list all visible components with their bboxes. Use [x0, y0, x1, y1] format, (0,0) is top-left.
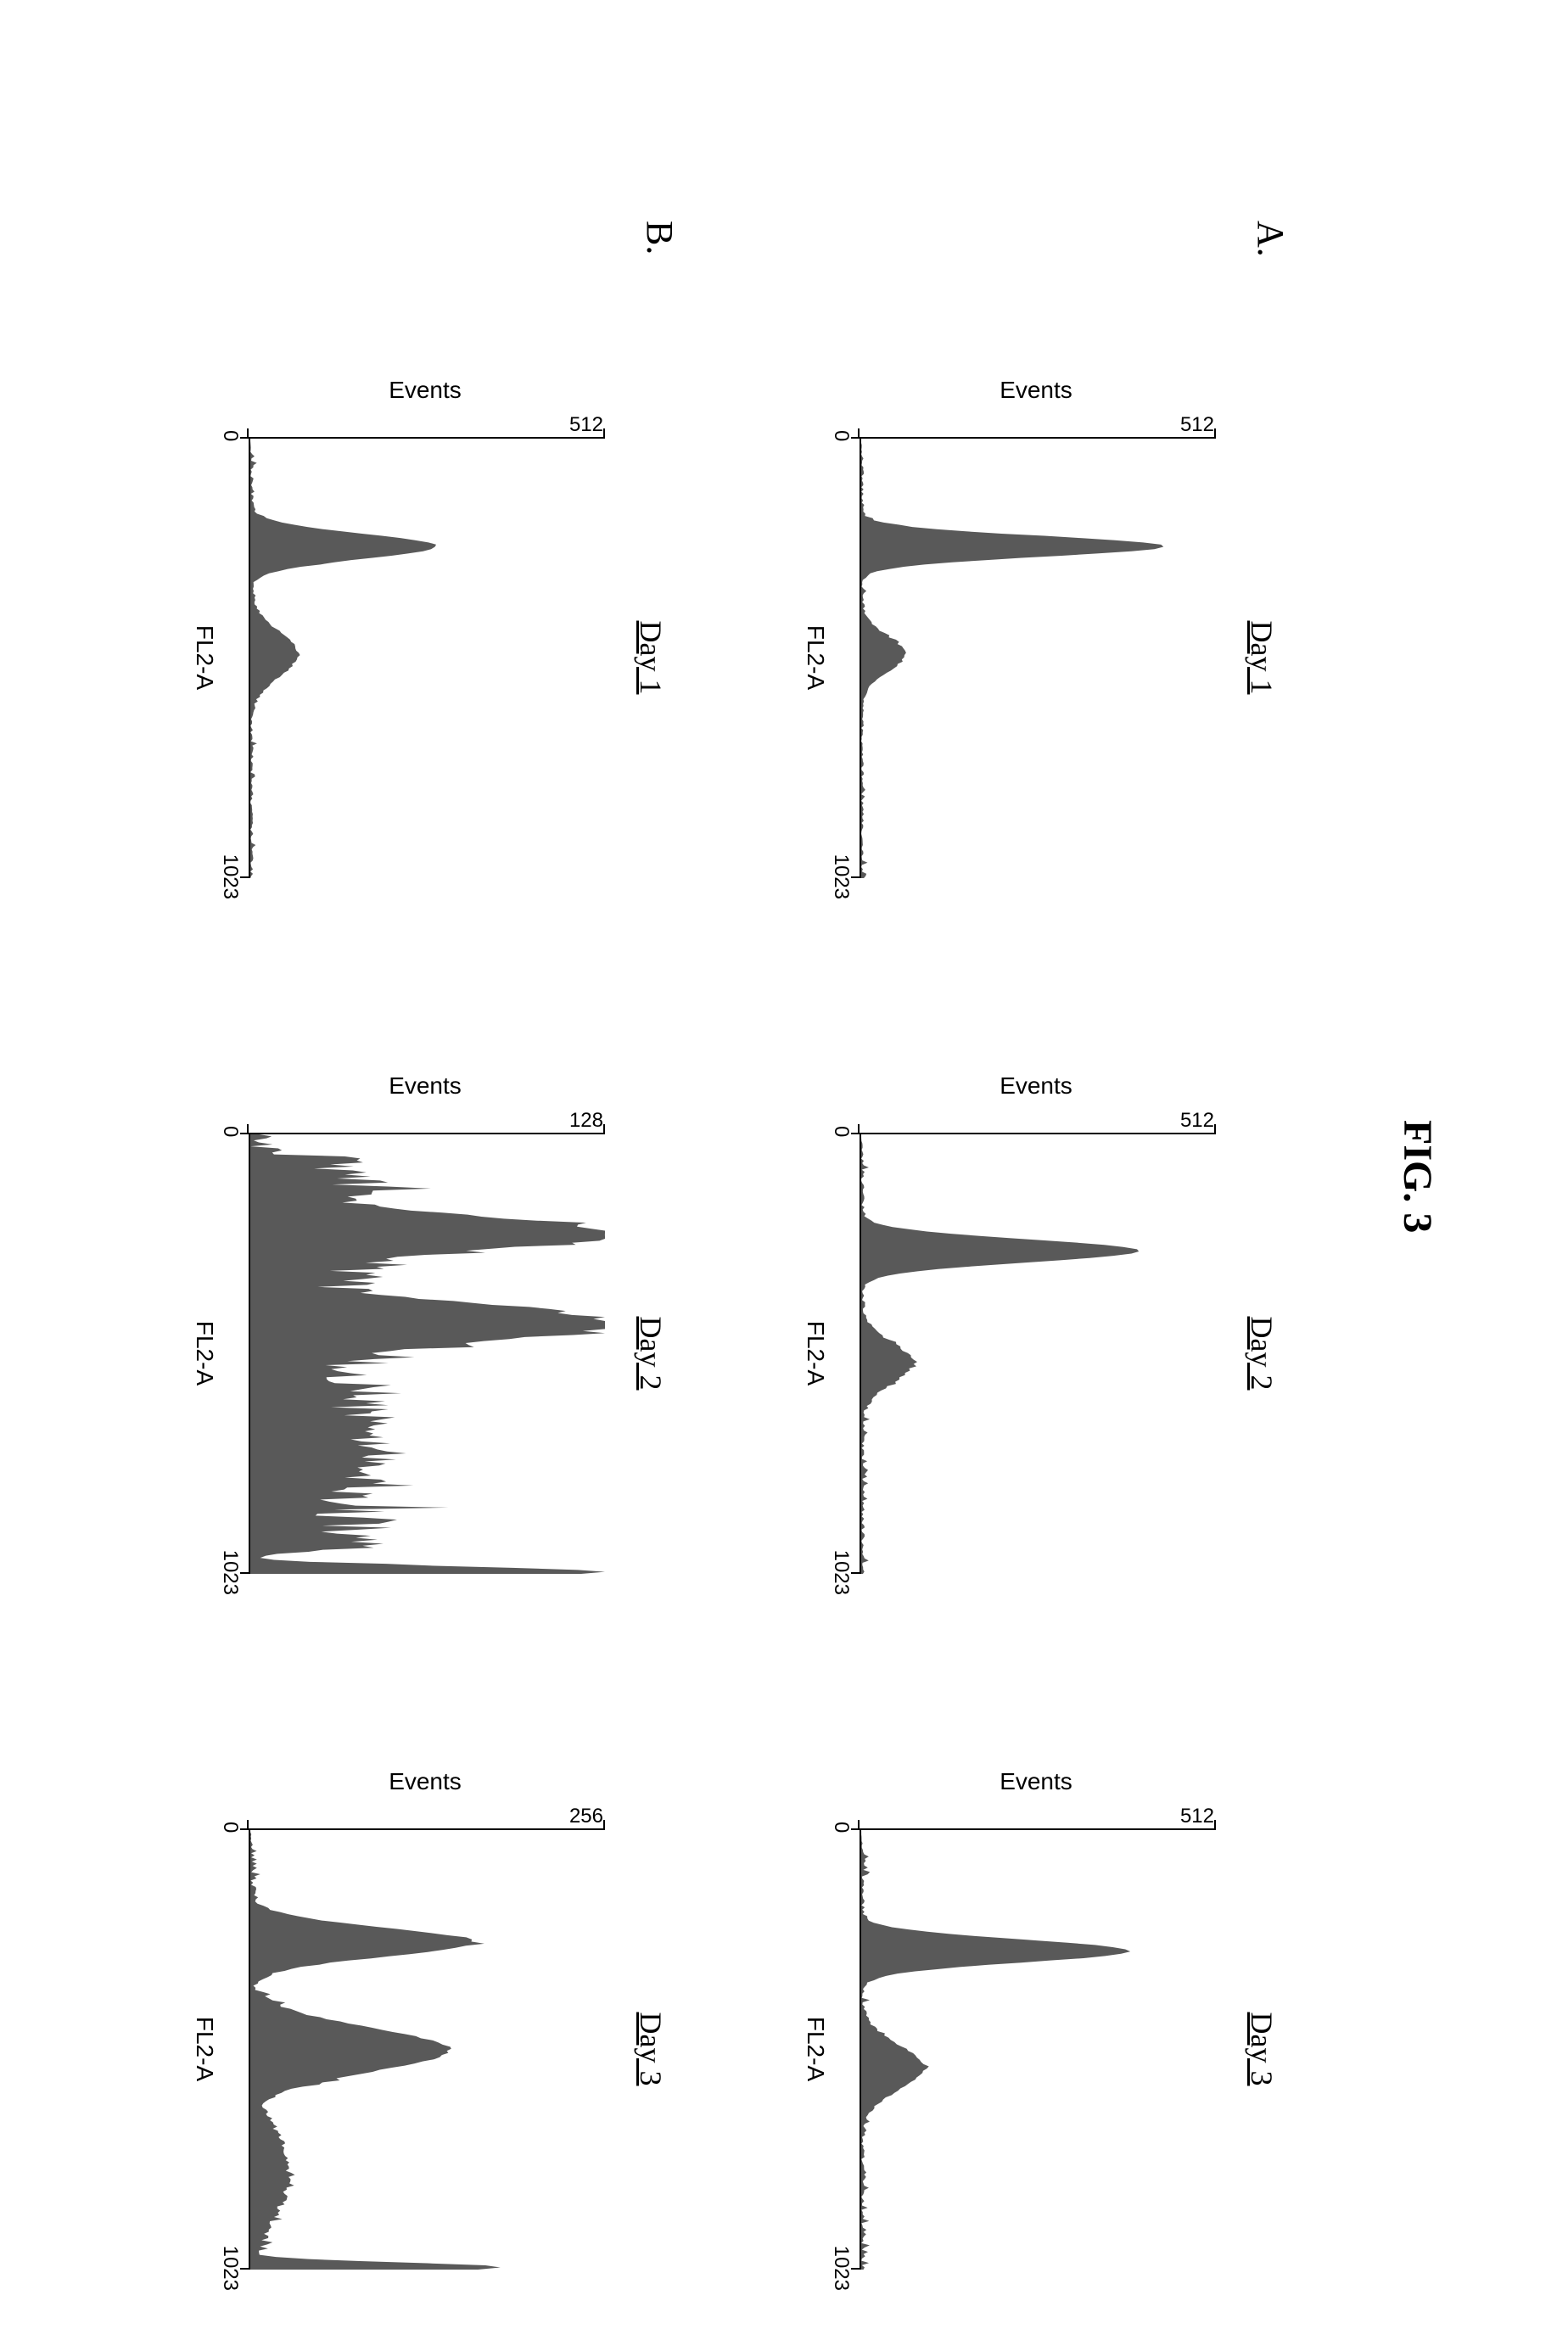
y-axis-label: Events [247, 377, 603, 404]
panel-0-1: Day 2 512 0 1023 Events FL2-A [779, 1052, 1288, 1595]
x-axis-label: FL2-A [191, 437, 218, 878]
y-max-tick: 256 [569, 1805, 603, 1828]
row-label-0: A. [1249, 221, 1292, 257]
panel-0-2: Day 3 512 0 1023 Events FL2-A [779, 1748, 1288, 2291]
y-max-tick: 512 [569, 413, 603, 437]
x-origin-tick: 0 [829, 430, 853, 441]
histogram-plot [249, 1133, 605, 1574]
histogram-area [250, 439, 605, 878]
y-axis-label: Events [858, 1768, 1214, 1795]
panel-1-1: Day 2 128 0 1023 Events FL2-A [168, 1052, 677, 1595]
x-axis-label: FL2-A [802, 1828, 829, 2270]
panel-title: Day 1 [1244, 437, 1280, 878]
x-axis-label: FL2-A [802, 1133, 829, 1574]
x-max-tick: 1023 [829, 2223, 853, 2291]
panel-1-2: Day 3 256 0 1023 Events FL2-A [168, 1748, 677, 2291]
x-axis-label: FL2-A [191, 1133, 218, 1574]
y-max-tick: 512 [1180, 1109, 1214, 1133]
histogram-area [250, 1134, 605, 1574]
y-axis-label: Events [858, 377, 1214, 404]
y-axis-label: Events [247, 1768, 603, 1795]
x-axis-label: FL2-A [191, 1828, 218, 2270]
histogram-plot [249, 437, 605, 878]
x-origin-tick: 0 [218, 1126, 242, 1137]
figure-title: FIG. 3 [1394, 1120, 1441, 1233]
x-origin-tick: 0 [218, 430, 242, 441]
y-max-tick: 512 [1180, 413, 1214, 437]
panel-title: Day 3 [633, 1828, 669, 2270]
y-max-tick: 512 [1180, 1805, 1214, 1828]
panel-title: Day 1 [633, 437, 669, 878]
x-max-tick: 1023 [829, 831, 853, 899]
x-max-tick: 1023 [218, 1527, 242, 1595]
y-max-tick: 128 [569, 1109, 603, 1133]
x-origin-tick: 0 [218, 1822, 242, 1833]
x-axis-label: FL2-A [802, 437, 829, 878]
x-origin-tick: 0 [829, 1822, 853, 1833]
panel-title: Day 3 [1244, 1828, 1280, 2270]
histogram-area [861, 1830, 1216, 2270]
histogram-plot [860, 437, 1216, 878]
histogram-plot [860, 1133, 1216, 1574]
histogram-plot [860, 1828, 1216, 2270]
panel-1-0: Day 1 512 0 1023 Events FL2-A [168, 356, 677, 899]
y-axis-label: Events [858, 1072, 1214, 1100]
x-max-tick: 1023 [218, 2223, 242, 2291]
x-origin-tick: 0 [829, 1126, 853, 1137]
panel-title: Day 2 [633, 1133, 669, 1574]
y-axis-label: Events [247, 1072, 603, 1100]
panel-0-0: Day 1 512 0 1023 Events FL2-A [779, 356, 1288, 899]
x-max-tick: 1023 [829, 1527, 853, 1595]
row-label-1: B. [638, 221, 681, 255]
histogram-plot [249, 1828, 605, 2270]
x-max-tick: 1023 [218, 831, 242, 899]
histogram-area [250, 1830, 605, 2270]
histogram-area [861, 1134, 1216, 1574]
panel-title: Day 2 [1244, 1133, 1280, 1574]
histogram-area [861, 439, 1216, 878]
